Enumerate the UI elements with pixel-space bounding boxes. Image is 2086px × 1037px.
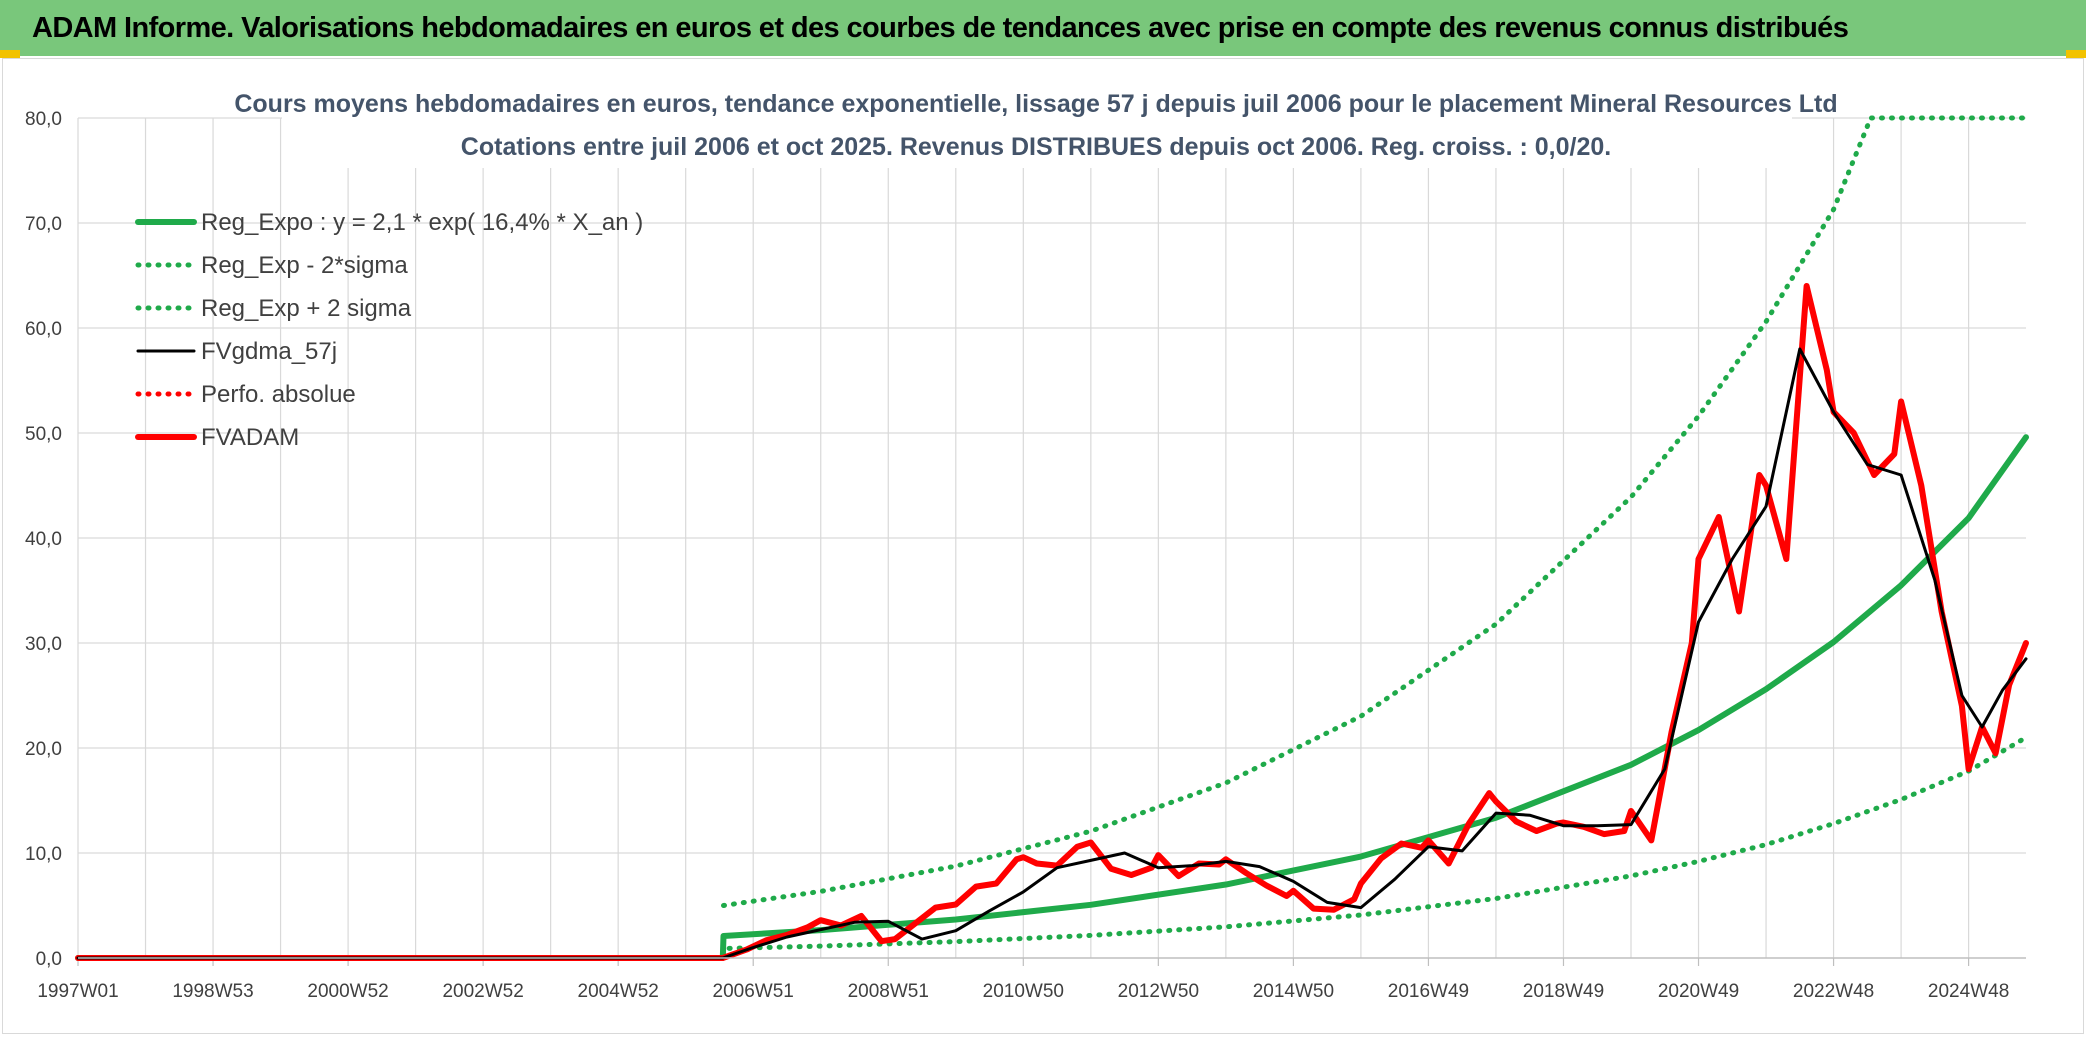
x-tick-label: 2022W48 — [1793, 981, 1874, 1002]
chart-title: Cours moyens hebdomadaires en euros, ten… — [234, 90, 1837, 118]
x-tick-label: 2006W51 — [713, 981, 794, 1002]
legend-label: Reg_Exp + 2 sigma — [201, 295, 412, 322]
y-tick-label: 20,0 — [25, 739, 62, 760]
report-title: ADAM Informe. Valorisations hebdomadaire… — [32, 11, 1849, 44]
chart-grid — [77, 117, 2026, 958]
series-line-0 — [75, 434, 2029, 961]
legend-label: Reg_Exp - 2*sigma — [201, 252, 408, 279]
chart-title-background — [282, 84, 1792, 168]
legend-label: FVADAM — [201, 424, 299, 451]
x-axis-ticks: 1997W01 1998W53 2000W52 2002W52 2004W52 2006W… — [37, 958, 2009, 1002]
chart-subtitle: Cotations entre juil 2006 et oct 2025. R… — [461, 133, 1611, 161]
y-tick-label: 0,0 — [36, 949, 62, 970]
series-line-1 — [75, 735, 2029, 961]
x-tick-label: 2014W50 — [1253, 981, 1334, 1002]
x-tick-label: 2010W50 — [983, 981, 1064, 1002]
y-tick-label: 40,0 — [25, 529, 62, 550]
legend-label: Perfo. absolue — [201, 381, 356, 408]
x-tick-label: 1997W01 — [37, 981, 118, 1002]
x-tick-label: 2008W51 — [848, 981, 929, 1002]
chart-frame — [2, 58, 2084, 1034]
banner-corner-left — [0, 50, 20, 58]
y-tick-label: 80,0 — [25, 109, 62, 130]
chart-legend: Reg_Expo : y = 2,1 * exp( 16,4% * X_an )… — [135, 209, 643, 451]
series-line-5 — [75, 283, 2029, 961]
y-axis-ticks: 0,0 10,0 20,0 30,0 40,0 50,0 60,0 70,0 80,0 — [25, 109, 62, 970]
chart-series — [75, 115, 2029, 961]
x-tick-label: 2002W52 — [442, 981, 523, 1002]
y-tick-label: 50,0 — [25, 424, 62, 445]
x-tick-label: 2020W49 — [1658, 981, 1739, 1002]
series-line-2 — [721, 115, 2029, 908]
x-tick-label: 2016W49 — [1388, 981, 1469, 1002]
x-tick-label: 2018W49 — [1523, 981, 1604, 1002]
y-tick-label: 60,0 — [25, 319, 62, 340]
y-tick-label: 70,0 — [25, 214, 62, 235]
series-line-3 — [76, 347, 2028, 960]
banner-corner-right — [2066, 50, 2086, 58]
y-tick-label: 10,0 — [25, 844, 62, 865]
x-tick-label: 2000W52 — [307, 981, 388, 1002]
x-tick-label: 2024W48 — [1928, 981, 2009, 1002]
x-tick-label: 2004W52 — [578, 981, 659, 1002]
report-banner: ADAM Informe. Valorisations hebdomadaire… — [0, 0, 2086, 56]
x-tick-label: 1998W53 — [172, 981, 253, 1002]
x-tick-label: 2012W50 — [1118, 981, 1199, 1002]
legend-label: FVgdma_57j — [201, 338, 337, 365]
y-tick-label: 30,0 — [25, 634, 62, 655]
legend-label: Reg_Expo : y = 2,1 * exp( 16,4% * X_an ) — [201, 209, 643, 236]
